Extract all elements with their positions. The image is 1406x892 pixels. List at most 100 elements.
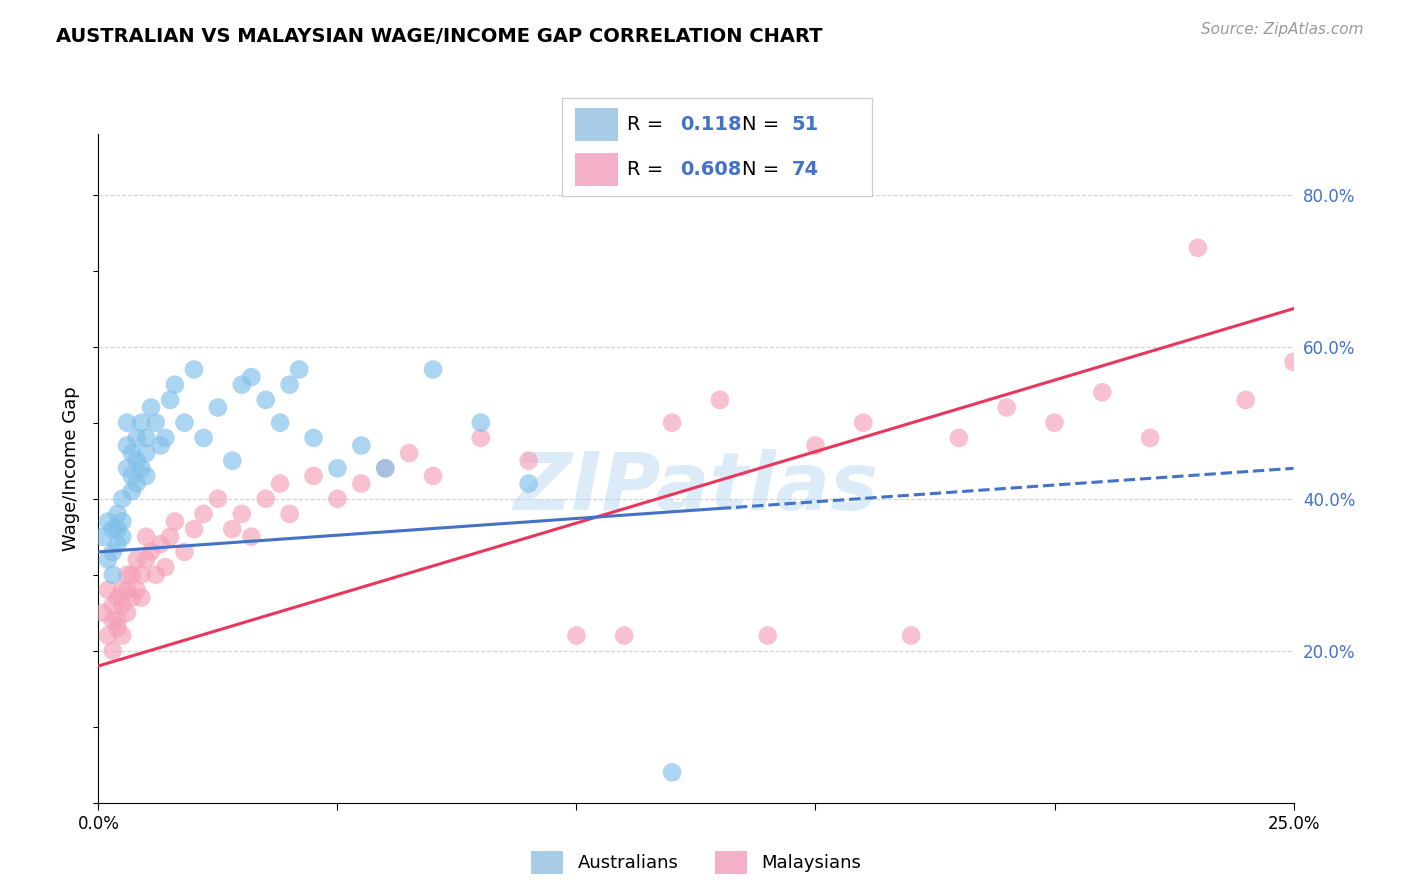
Point (1139, 431, 1161, 445)
Point (131, 591, 153, 605)
Point (350, 438, 373, 452)
Point (107, 621, 129, 635)
Text: R =: R = (627, 161, 669, 179)
Point (207, 491, 229, 506)
Point (115, 461, 138, 475)
Point (269, 476, 291, 491)
Point (173, 545, 195, 559)
Point (107, 507, 129, 521)
Point (149, 438, 172, 452)
Point (101, 545, 124, 559)
Point (131, 567, 153, 582)
Point (121, 446, 143, 460)
Point (804, 438, 827, 452)
Point (302, 431, 325, 445)
Point (470, 431, 492, 445)
Point (374, 461, 396, 475)
Point (900, 628, 922, 642)
Point (422, 469, 444, 483)
Text: AUSTRALIAN VS MALAYSIAN WAGE/INCOME GAP CORRELATION CHART: AUSTRALIAN VS MALAYSIAN WAGE/INCOME GAP … (56, 27, 823, 45)
Point (163, 377, 186, 392)
Point (565, 628, 588, 642)
Point (149, 537, 172, 551)
Point (398, 446, 420, 460)
Point (107, 522, 129, 536)
Point (1378, 377, 1400, 392)
Text: Source: ZipAtlas.com: Source: ZipAtlas.com (1201, 22, 1364, 37)
Point (125, 453, 148, 467)
Point (661, 416, 683, 430)
Point (207, 401, 229, 415)
Point (374, 461, 396, 475)
Point (231, 377, 253, 392)
Point (101, 567, 124, 582)
Point (111, 598, 134, 612)
Point (131, 461, 153, 475)
Text: 74: 74 (792, 161, 818, 179)
Point (97, 582, 120, 597)
Point (135, 431, 157, 445)
Point (107, 537, 129, 551)
Point (135, 469, 157, 483)
Point (111, 628, 134, 642)
Point (221, 453, 243, 467)
Legend: Australians, Malaysians: Australians, Malaysians (523, 844, 869, 880)
Point (91, 606, 114, 620)
Point (145, 416, 167, 430)
Point (661, 765, 683, 780)
Point (121, 469, 143, 483)
Point (135, 552, 157, 566)
Point (1091, 385, 1114, 400)
Point (121, 567, 143, 582)
Point (1234, 392, 1257, 407)
Point (111, 515, 134, 529)
Point (288, 362, 311, 376)
Point (278, 507, 301, 521)
Point (97, 628, 120, 642)
Point (115, 606, 138, 620)
Point (145, 567, 167, 582)
Point (517, 453, 540, 467)
Point (302, 469, 325, 483)
Point (91, 530, 114, 544)
Point (173, 416, 195, 430)
Point (115, 438, 138, 452)
Text: 51: 51 (792, 115, 818, 134)
Point (193, 507, 215, 521)
Text: 0.118: 0.118 (681, 115, 741, 134)
Point (111, 582, 134, 597)
Point (139, 401, 162, 415)
Point (125, 431, 148, 445)
Point (135, 446, 157, 460)
Point (155, 560, 177, 574)
Point (613, 628, 636, 642)
Point (121, 484, 143, 499)
Point (240, 530, 263, 544)
Text: R =: R = (627, 115, 669, 134)
Point (709, 392, 731, 407)
Point (1330, 325, 1353, 339)
Point (101, 644, 124, 658)
Point (254, 392, 277, 407)
Point (326, 491, 349, 506)
Point (111, 491, 134, 506)
Point (1282, 355, 1305, 369)
Point (125, 476, 148, 491)
Point (115, 582, 138, 597)
Point (139, 545, 162, 559)
Text: ZIPatlas: ZIPatlas (513, 450, 879, 527)
Point (115, 567, 138, 582)
Point (852, 416, 875, 430)
Point (278, 377, 301, 392)
Point (101, 522, 124, 536)
Point (1043, 416, 1066, 430)
Point (269, 416, 291, 430)
Point (155, 431, 177, 445)
Point (183, 522, 205, 536)
Point (121, 591, 143, 605)
Point (131, 416, 153, 430)
Point (1187, 241, 1209, 255)
Point (97, 515, 120, 529)
Point (159, 392, 181, 407)
Point (101, 598, 124, 612)
